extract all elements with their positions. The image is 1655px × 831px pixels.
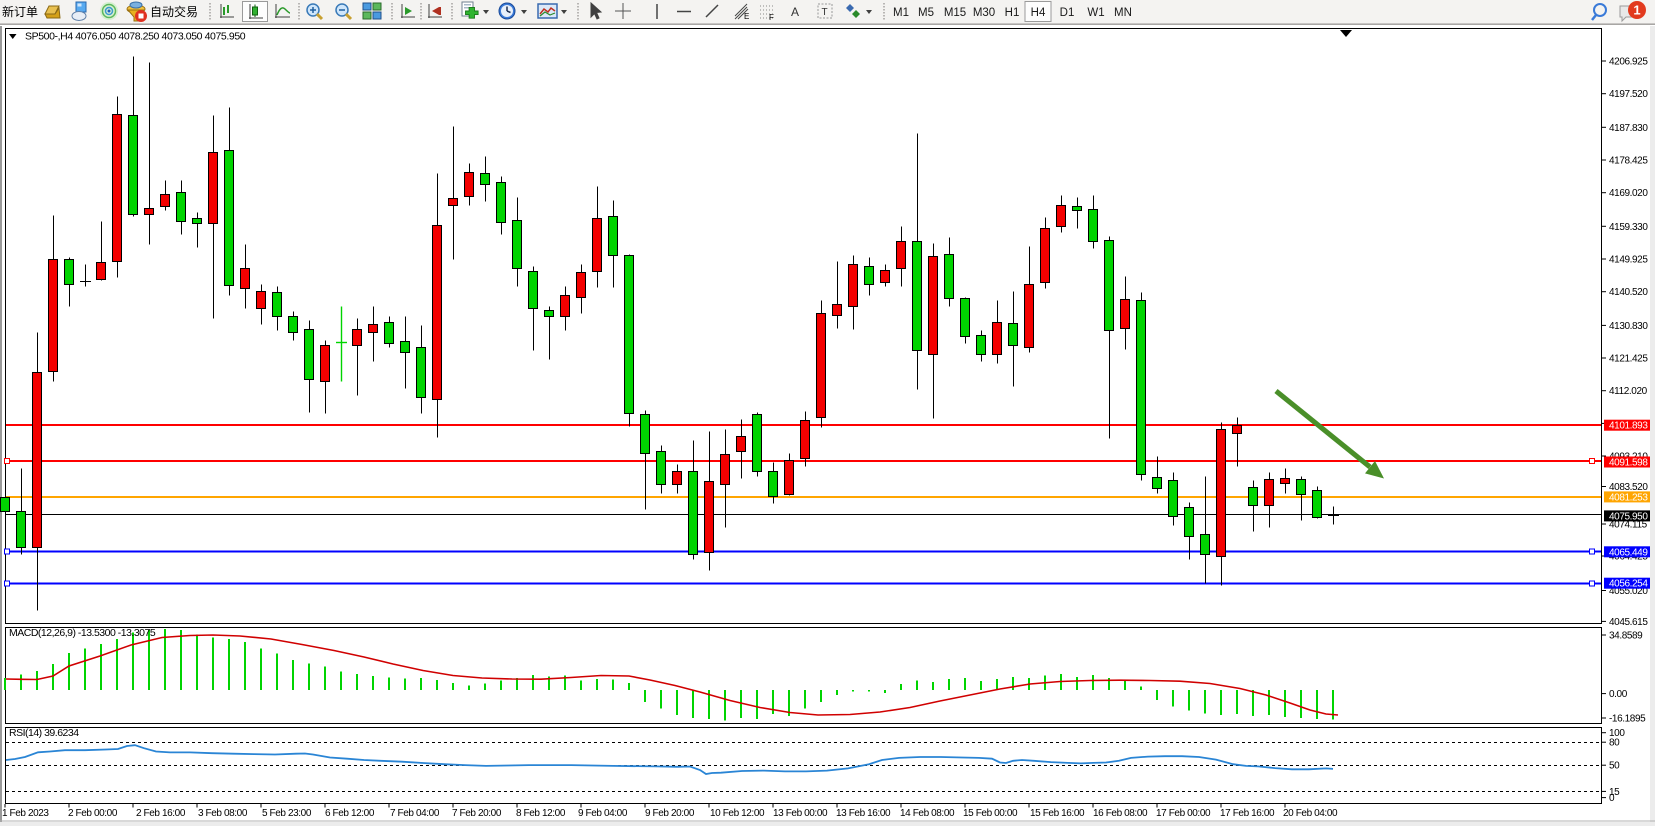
svg-text:4091.598: 4091.598 (1609, 458, 1648, 469)
svg-text:M15: M15 (944, 7, 966, 19)
svg-text:80: 80 (1609, 738, 1620, 749)
svg-text:M1: M1 (893, 7, 909, 19)
svg-text:4187.830: 4187.830 (1609, 123, 1648, 134)
svg-text:34.8589: 34.8589 (1609, 631, 1643, 642)
svg-text:16 Feb 08:00: 16 Feb 08:00 (1093, 808, 1148, 819)
svg-text:7 Feb 04:00: 7 Feb 04:00 (390, 808, 440, 819)
svg-text:15: 15 (1609, 787, 1620, 798)
svg-text:4159.330: 4159.330 (1609, 222, 1648, 233)
svg-text:4101.893: 4101.893 (1609, 421, 1648, 432)
svg-text:4075.950: 4075.950 (1609, 511, 1648, 522)
svg-text:5 Feb 23:00: 5 Feb 23:00 (262, 808, 312, 819)
svg-text:4140.520: 4140.520 (1609, 287, 1648, 298)
svg-text:4083.520: 4083.520 (1609, 482, 1648, 493)
svg-text:4074.115: 4074.115 (1609, 520, 1648, 531)
svg-text:4197.520: 4197.520 (1609, 89, 1648, 100)
svg-text:4130.830: 4130.830 (1609, 321, 1648, 332)
svg-text:4149.925: 4149.925 (1609, 255, 1648, 266)
svg-text:17 Feb 16:00: 17 Feb 16:00 (1220, 808, 1275, 819)
svg-text:15 Feb 16:00: 15 Feb 16:00 (1030, 808, 1085, 819)
svg-text:6 Feb 12:00: 6 Feb 12:00 (325, 808, 375, 819)
svg-text:4081.253: 4081.253 (1609, 492, 1648, 503)
svg-text:0: 0 (1609, 793, 1615, 804)
svg-text:9 Feb 04:00: 9 Feb 04:00 (578, 808, 628, 819)
svg-text:A: A (791, 5, 799, 19)
svg-text:4121.425: 4121.425 (1609, 354, 1648, 365)
svg-text:20 Feb 04:00: 20 Feb 04:00 (1283, 808, 1338, 819)
svg-text:4169.020: 4169.020 (1609, 188, 1648, 199)
svg-text:4056.254: 4056.254 (1609, 579, 1648, 590)
svg-text:9 Feb 20:00: 9 Feb 20:00 (645, 808, 695, 819)
svg-text:4045.615: 4045.615 (1609, 617, 1648, 628)
svg-text:4206.925: 4206.925 (1609, 57, 1648, 68)
svg-text:E: E (744, 12, 749, 21)
svg-text:W1: W1 (1087, 7, 1104, 19)
svg-text:T: T (822, 7, 828, 18)
svg-text:4178.425: 4178.425 (1609, 156, 1648, 167)
svg-text:1 Feb 2023: 1 Feb 2023 (2, 808, 49, 819)
svg-text:H4: H4 (1031, 7, 1046, 19)
svg-text:MN: MN (1114, 7, 1132, 19)
svg-text:0.00: 0.00 (1609, 689, 1628, 700)
svg-text:M5: M5 (918, 7, 934, 19)
svg-text:M30: M30 (973, 7, 995, 19)
svg-text:F: F (769, 13, 774, 22)
svg-text:10 Feb 12:00: 10 Feb 12:00 (710, 808, 765, 819)
svg-text:MACD(12,26,9) -13.5300 -13.307: MACD(12,26,9) -13.5300 -13.3075 (9, 627, 156, 639)
svg-text:D1: D1 (1060, 7, 1075, 19)
svg-text:13 Feb 00:00: 13 Feb 00:00 (773, 808, 828, 819)
svg-text:50: 50 (1609, 761, 1620, 772)
svg-text:8 Feb 12:00: 8 Feb 12:00 (516, 808, 566, 819)
svg-text:7 Feb 20:00: 7 Feb 20:00 (452, 808, 502, 819)
svg-text:RSI(14) 39.6234: RSI(14) 39.6234 (9, 727, 79, 739)
svg-text:4112.020: 4112.020 (1609, 386, 1648, 397)
svg-text:100: 100 (1609, 728, 1625, 739)
svg-text:-16.1895: -16.1895 (1609, 714, 1646, 725)
svg-text:自动交易: 自动交易 (150, 4, 198, 19)
svg-text:13 Feb 16:00: 13 Feb 16:00 (836, 808, 891, 819)
svg-text:4055.020: 4055.020 (1609, 586, 1648, 597)
svg-text:2 Feb 16:00: 2 Feb 16:00 (136, 808, 186, 819)
svg-text:1: 1 (1633, 3, 1640, 18)
svg-text:4065.449: 4065.449 (1609, 547, 1648, 558)
svg-text:H1: H1 (1005, 7, 1020, 19)
svg-text:2 Feb 00:00: 2 Feb 00:00 (68, 808, 118, 819)
svg-text:SP500-,H4 4076.050 4078.250 4: SP500-,H4 4076.050 4078.250 4073.050 407… (25, 31, 246, 43)
svg-text:15 Feb 00:00: 15 Feb 00:00 (963, 808, 1018, 819)
svg-text:3 Feb 08:00: 3 Feb 08:00 (198, 808, 248, 819)
svg-text:14 Feb 08:00: 14 Feb 08:00 (900, 808, 955, 819)
svg-text:17 Feb 00:00: 17 Feb 00:00 (1156, 808, 1211, 819)
svg-text:新订单: 新订单 (2, 4, 38, 19)
